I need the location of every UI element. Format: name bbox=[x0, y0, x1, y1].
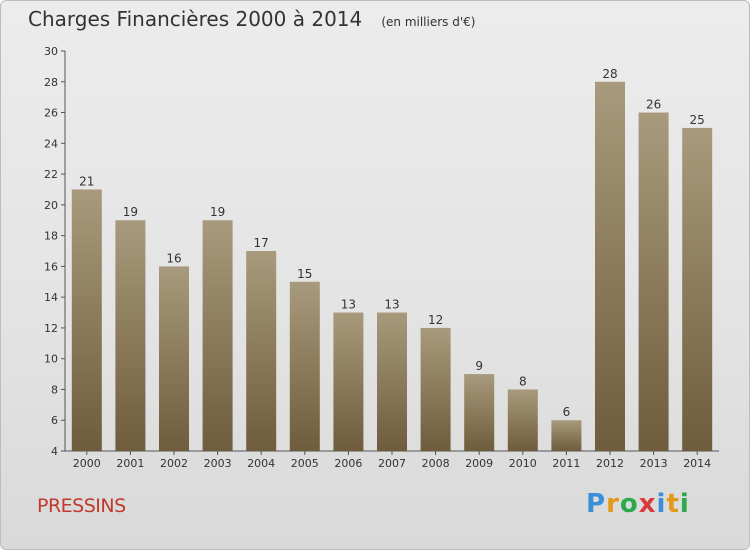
x-tick-label: 2007 bbox=[378, 457, 406, 470]
bar-value-label: 13 bbox=[341, 298, 356, 312]
x-tick-label: 2009 bbox=[465, 457, 493, 470]
bar bbox=[377, 312, 407, 451]
bar-value-label: 13 bbox=[384, 298, 399, 312]
x-tick-label: 2000 bbox=[73, 457, 101, 470]
bar bbox=[595, 81, 625, 452]
bar bbox=[333, 312, 364, 451]
y-tick-label: 18 bbox=[44, 230, 58, 243]
x-tick-label: 2001 bbox=[116, 457, 144, 470]
y-tick-label: 12 bbox=[44, 322, 58, 335]
x-tick-label: 2014 bbox=[683, 457, 711, 470]
y-tick-label: 10 bbox=[44, 353, 58, 366]
x-tick-label: 2005 bbox=[291, 457, 319, 470]
y-tick-label: 4 bbox=[51, 445, 58, 458]
y-tick-label: 30 bbox=[44, 45, 58, 58]
bar bbox=[638, 112, 669, 452]
x-tick-label: 2010 bbox=[509, 457, 537, 470]
bar bbox=[289, 281, 320, 451]
logo-letter: i bbox=[679, 489, 690, 519]
bar bbox=[159, 266, 189, 451]
bar bbox=[246, 251, 277, 451]
bar bbox=[202, 220, 233, 451]
bar-value-label: 15 bbox=[297, 267, 312, 281]
y-tick-label: 14 bbox=[44, 291, 58, 304]
bar bbox=[464, 374, 495, 451]
x-tick-label: 2006 bbox=[334, 457, 362, 470]
chart-title: Charges Financières 2000 à 2014 bbox=[28, 7, 363, 31]
logo-letter: t bbox=[666, 489, 680, 519]
bar-value-label: 6 bbox=[563, 405, 571, 419]
y-tick-label: 22 bbox=[44, 168, 58, 181]
y-tick-label: 20 bbox=[44, 199, 58, 212]
bar-value-label: 26 bbox=[646, 98, 661, 112]
logo-letter: o bbox=[619, 489, 639, 519]
y-tick-label: 28 bbox=[44, 76, 58, 89]
bar-value-label: 21 bbox=[79, 174, 94, 188]
bar-value-label: 19 bbox=[123, 205, 138, 219]
bar-value-label: 12 bbox=[428, 313, 443, 327]
bar-value-label: 17 bbox=[254, 236, 269, 250]
bar bbox=[507, 389, 538, 451]
x-tick-label: 2004 bbox=[247, 457, 275, 470]
y-tick-label: 6 bbox=[51, 414, 58, 427]
y-tick-label: 8 bbox=[51, 383, 58, 396]
logo-letter: x bbox=[638, 489, 657, 519]
y-tick-label: 24 bbox=[44, 137, 58, 150]
logo-letter: r bbox=[606, 489, 620, 519]
bar bbox=[115, 220, 146, 451]
x-tick-label: 2008 bbox=[422, 457, 450, 470]
bar bbox=[682, 127, 713, 451]
x-tick-label: 2013 bbox=[640, 457, 668, 470]
axes: 4 6 8 10 12 14 16 18 20 22 24 26 28 30 2000 2001 2002 200… bbox=[44, 45, 719, 470]
bar bbox=[551, 420, 582, 451]
x-tick-label: 2011 bbox=[552, 457, 580, 470]
x-tick-label: 2002 bbox=[160, 457, 188, 470]
commune-name: PRESSINS bbox=[37, 495, 126, 517]
bar bbox=[71, 189, 102, 451]
chart-subtitle: (en milliers d'€) bbox=[381, 15, 476, 29]
proxiti-logo: Proxiti bbox=[586, 489, 690, 519]
y-tick-label: 26 bbox=[44, 107, 58, 120]
bars: 21 19 16 19 17 15 13 13 12 9 8 6 28 26 25 bbox=[71, 67, 713, 452]
x-tick-label: 2003 bbox=[204, 457, 232, 470]
logo-letter: i bbox=[656, 489, 667, 519]
x-tick-label: 2012 bbox=[596, 457, 624, 470]
bar-value-label: 25 bbox=[690, 113, 705, 127]
chart-title-block: Charges Financières 2000 à 2014 (en mill… bbox=[28, 7, 475, 31]
bar-value-label: 16 bbox=[166, 251, 181, 265]
bar-value-label: 9 bbox=[475, 359, 483, 373]
logo-letter: P bbox=[586, 489, 607, 519]
bar-value-label: 28 bbox=[602, 67, 617, 81]
bar-value-label: 19 bbox=[210, 205, 225, 219]
y-tick-label: 16 bbox=[44, 260, 58, 273]
bar-value-label: 8 bbox=[519, 374, 527, 388]
bar bbox=[420, 327, 451, 451]
